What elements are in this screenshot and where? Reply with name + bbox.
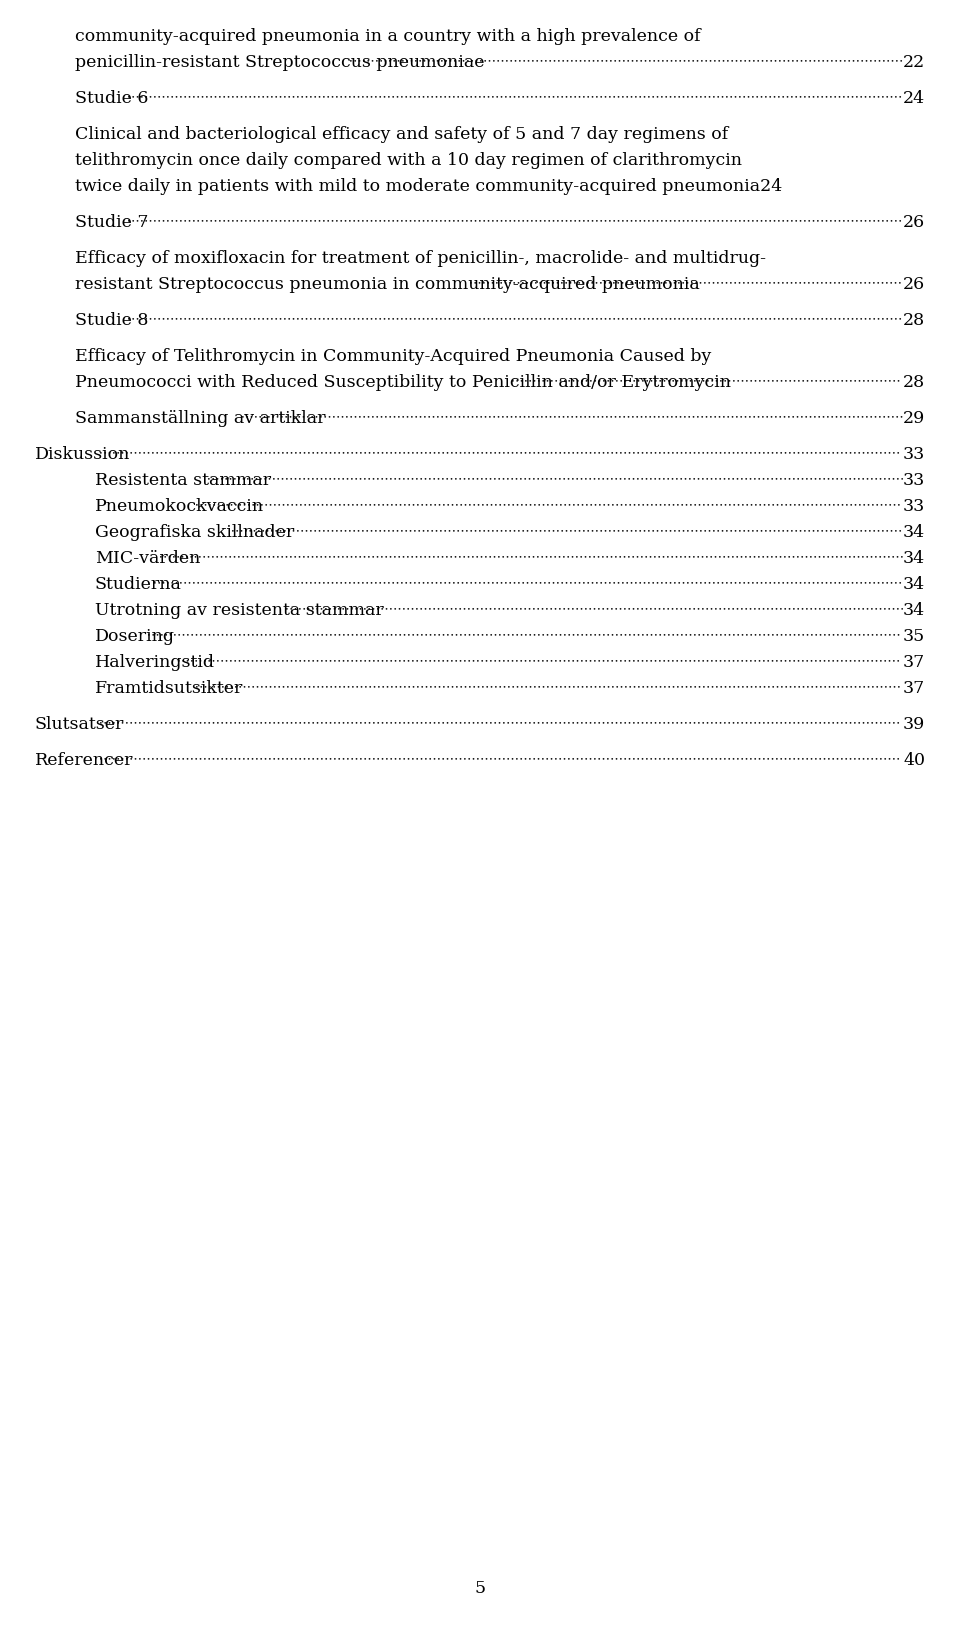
Text: 40: 40 bbox=[903, 752, 925, 769]
Text: Framtidsutsikter: Framtidsutsikter bbox=[95, 679, 244, 697]
Text: twice daily in patients with mild to moderate community-acquired pneumonia24: twice daily in patients with mild to mod… bbox=[75, 179, 782, 195]
Text: Efficacy of moxifloxacin for treatment of penicillin-, macrolide- and multidrug-: Efficacy of moxifloxacin for treatment o… bbox=[75, 250, 766, 266]
Text: community-acquired pneumonia in a country with a high prevalence of: community-acquired pneumonia in a countr… bbox=[75, 28, 701, 46]
Text: Sammanställning av artiklar: Sammanställning av artiklar bbox=[75, 410, 325, 427]
Text: 28: 28 bbox=[902, 312, 925, 328]
Text: Efficacy of Telithromycin in Community-Acquired Pneumonia Caused by: Efficacy of Telithromycin in Community-A… bbox=[75, 348, 711, 366]
Text: MIC-värden: MIC-värden bbox=[95, 549, 201, 567]
Text: Halveringstid: Halveringstid bbox=[95, 653, 215, 671]
Text: 34: 34 bbox=[902, 601, 925, 619]
Text: 26: 26 bbox=[902, 214, 925, 231]
Text: resistant Streptococcus pneumonia in community-acquired pneumonia: resistant Streptococcus pneumonia in com… bbox=[75, 276, 700, 292]
Text: 35: 35 bbox=[902, 627, 925, 645]
Text: Geografiska skillnader: Geografiska skillnader bbox=[95, 523, 295, 541]
Text: Referencer: Referencer bbox=[35, 752, 133, 769]
Text: Studie 6: Studie 6 bbox=[75, 89, 149, 107]
Text: Utrotning av resistenta stammar: Utrotning av resistenta stammar bbox=[95, 601, 384, 619]
Text: 28: 28 bbox=[902, 374, 925, 392]
Text: 33: 33 bbox=[902, 497, 925, 515]
Text: Slutsatser: Slutsatser bbox=[35, 717, 125, 733]
Text: Diskussion: Diskussion bbox=[35, 445, 131, 463]
Text: 39: 39 bbox=[902, 717, 925, 733]
Text: 37: 37 bbox=[902, 653, 925, 671]
Text: Pneumococci with Reduced Susceptibility to Penicillin and/or Erytromycin: Pneumococci with Reduced Susceptibility … bbox=[75, 374, 731, 392]
Text: Studie 8: Studie 8 bbox=[75, 312, 149, 328]
Text: 34: 34 bbox=[902, 575, 925, 593]
Text: telithromycin once daily compared with a 10 day regimen of clarithromycin: telithromycin once daily compared with a… bbox=[75, 153, 742, 169]
Text: 33: 33 bbox=[902, 471, 925, 489]
Text: Clinical and bacteriological efficacy and safety of 5 and 7 day regimens of: Clinical and bacteriological efficacy an… bbox=[75, 127, 729, 143]
Text: 24: 24 bbox=[902, 89, 925, 107]
Text: 34: 34 bbox=[902, 523, 925, 541]
Text: 26: 26 bbox=[902, 276, 925, 292]
Text: 22: 22 bbox=[902, 54, 925, 72]
Text: Studierna: Studierna bbox=[95, 575, 181, 593]
Text: penicillin-resistant Streptococcus pneumoniae: penicillin-resistant Streptococcus pneum… bbox=[75, 54, 485, 72]
Text: 29: 29 bbox=[902, 410, 925, 427]
Text: Resistenta stammar: Resistenta stammar bbox=[95, 471, 271, 489]
Text: Dosering: Dosering bbox=[95, 627, 175, 645]
Text: 34: 34 bbox=[902, 549, 925, 567]
Text: Pneumokockvaccin: Pneumokockvaccin bbox=[95, 497, 264, 515]
Text: 37: 37 bbox=[902, 679, 925, 697]
Text: 33: 33 bbox=[902, 445, 925, 463]
Text: Studie 7: Studie 7 bbox=[75, 214, 149, 231]
Text: 5: 5 bbox=[474, 1580, 486, 1597]
